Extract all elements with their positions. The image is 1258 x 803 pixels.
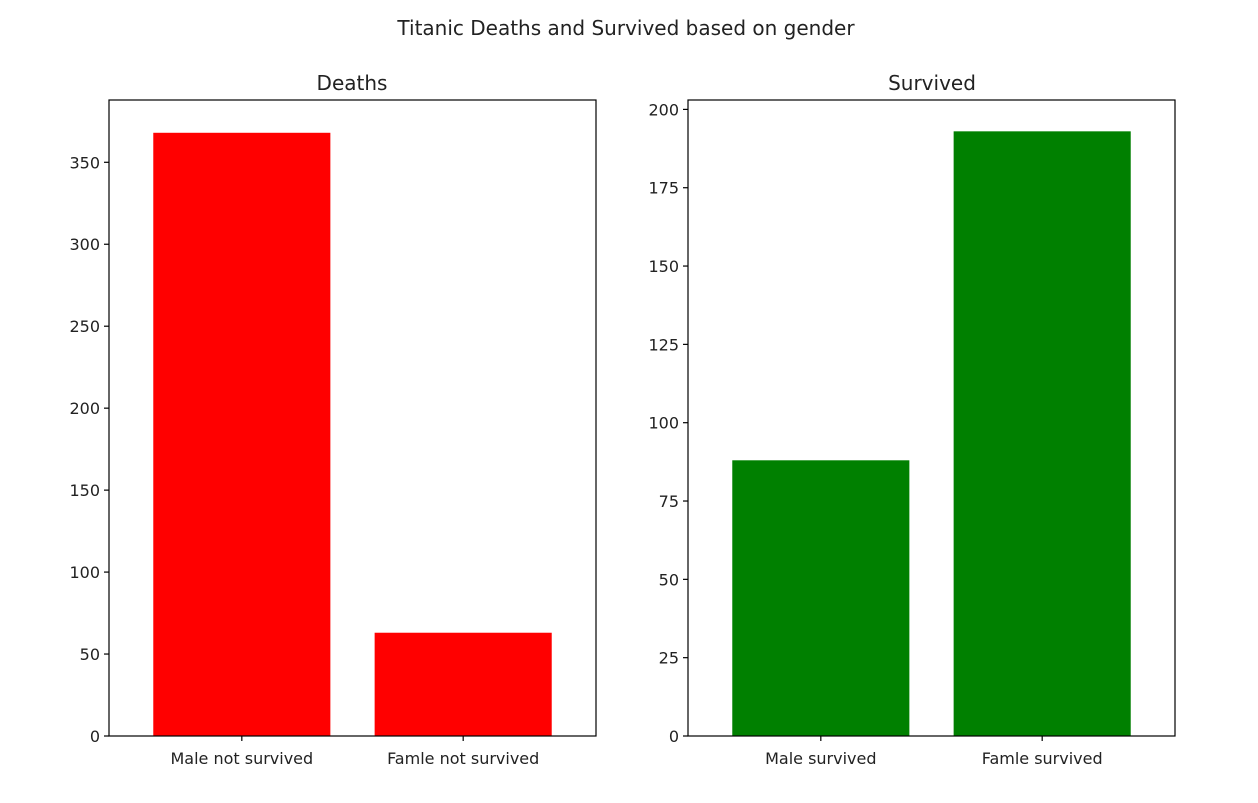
deaths-x-tick-label-1: Famle not survived <box>387 749 539 768</box>
deaths-bar-1 <box>374 632 552 736</box>
survived-y-tick-label-1: 25 <box>659 649 679 668</box>
deaths-chart-title: Deaths <box>317 71 388 95</box>
figure-title: Titanic Deaths and Survived based on gen… <box>396 16 855 40</box>
deaths-bar-0 <box>153 132 331 736</box>
survived-chart-title: Survived <box>888 71 976 95</box>
deaths-y-tick-label-1: 50 <box>80 645 100 664</box>
survived-chart: Survived 0 25 50 75 100 125 150 175 200 Male sur… <box>648 71 1176 768</box>
survived-x-tick-label-1: Famle survived <box>982 749 1103 768</box>
deaths-y-axis: 0 50 100 150 200 250 300 350 <box>69 153 109 746</box>
survived-y-tick-label-5: 125 <box>648 335 679 354</box>
deaths-x-axis: Male not survived Famle not survived <box>170 736 539 768</box>
survived-y-tick-label-6: 150 <box>648 257 679 276</box>
survived-x-tick-label-0: Male survived <box>765 749 876 768</box>
deaths-chart: Deaths 0 50 100 150 200 250 300 350 Male not su… <box>69 71 597 768</box>
deaths-y-tick-label-4: 200 <box>69 399 100 418</box>
deaths-x-tick-label-0: Male not survived <box>170 749 313 768</box>
deaths-y-tick-label-2: 100 <box>69 563 100 582</box>
deaths-bars <box>153 132 552 736</box>
deaths-y-tick-label-5: 250 <box>69 317 100 336</box>
survived-bars <box>732 131 1131 736</box>
survived-y-tick-label-4: 100 <box>648 414 679 433</box>
survived-y-tick-label-2: 50 <box>659 570 679 589</box>
survived-bar-0 <box>732 460 910 736</box>
deaths-y-tick-label-7: 350 <box>69 153 100 172</box>
survived-bar-1 <box>953 131 1131 736</box>
survived-y-tick-label-3: 75 <box>659 492 679 511</box>
survived-y-tick-label-7: 175 <box>648 179 679 198</box>
deaths-y-tick-label-3: 150 <box>69 481 100 500</box>
survived-y-axis: 0 25 50 75 100 125 150 175 200 <box>648 100 688 746</box>
deaths-y-tick-label-0: 0 <box>90 727 100 746</box>
survived-x-axis: Male survived Famle survived <box>765 736 1103 768</box>
survived-y-tick-label-8: 200 <box>648 100 679 119</box>
survived-y-tick-label-0: 0 <box>669 727 679 746</box>
survived-plot-frame <box>687 99 1176 737</box>
deaths-y-tick-label-6: 300 <box>69 235 100 254</box>
deaths-plot-frame <box>108 99 597 737</box>
